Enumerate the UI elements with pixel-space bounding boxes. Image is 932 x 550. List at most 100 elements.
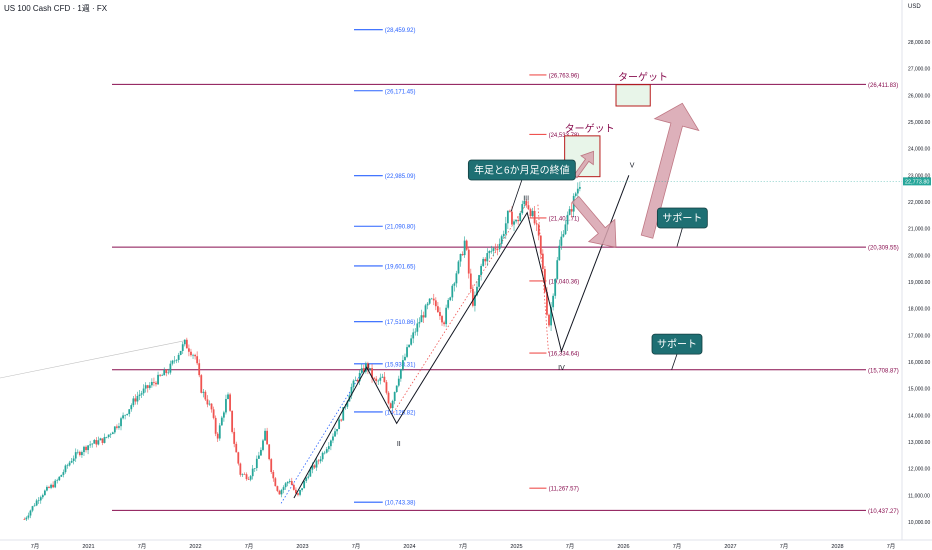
candle-body xyxy=(109,434,112,435)
candle-body xyxy=(506,210,509,224)
candle-body xyxy=(416,323,419,332)
candle-body xyxy=(558,245,561,261)
candle-body xyxy=(161,375,164,376)
candle-body xyxy=(192,354,194,356)
candle-body xyxy=(455,273,458,284)
candle-body xyxy=(35,500,38,506)
candle-body xyxy=(214,417,217,434)
candle-body xyxy=(383,376,386,383)
candle-body xyxy=(436,306,439,313)
candle-body xyxy=(560,236,563,246)
candle-body xyxy=(543,269,546,292)
candle-body xyxy=(391,401,394,409)
candle-body xyxy=(91,443,94,445)
candle-body xyxy=(321,452,324,460)
last-price-tag xyxy=(903,177,931,186)
candle-body xyxy=(465,240,468,250)
candle-body xyxy=(173,360,176,362)
candle-body xyxy=(364,363,367,372)
candle-body xyxy=(171,360,174,364)
time-tick-label: 2028 xyxy=(831,544,843,550)
candle-body xyxy=(29,510,32,516)
candle-body xyxy=(103,437,106,443)
price-tick-label: 25,000.00 xyxy=(908,120,930,126)
candle-body xyxy=(249,476,252,480)
candle-body xyxy=(140,393,143,395)
candle-body xyxy=(482,258,485,266)
candle-body xyxy=(313,465,316,468)
candle-body xyxy=(295,489,297,494)
candle-body xyxy=(338,419,341,430)
time-axis: 7月 2021 7月 2022 7月 2023 7月 2024 7月 2025 7月 2026 7月 20… xyxy=(0,539,932,550)
time-tick-label: 2023 xyxy=(296,544,308,550)
forecast-arrow-down xyxy=(571,195,617,248)
candle-body xyxy=(329,440,332,447)
time-tick-label: 2026 xyxy=(617,544,629,550)
candle-body xyxy=(183,339,186,345)
candle-body xyxy=(247,479,250,480)
price-tick-label: 11,000.00 xyxy=(908,493,930,499)
candle-body xyxy=(445,307,448,325)
time-tick-label: 2021 xyxy=(82,544,94,550)
candle-body xyxy=(167,372,170,374)
candle-body xyxy=(428,298,431,304)
candle-body xyxy=(362,368,365,372)
candle-body xyxy=(552,295,555,308)
candle-body xyxy=(377,380,380,382)
candle-body xyxy=(311,465,314,470)
candle-body xyxy=(130,405,133,410)
price-tick-label: 18,000.00 xyxy=(908,307,930,313)
last-price-label: 22,773.80 xyxy=(905,179,929,185)
candle-body xyxy=(509,210,511,212)
candle-body xyxy=(70,460,73,463)
price-tick-label: 14,000.00 xyxy=(908,413,930,419)
candle-body xyxy=(546,291,548,315)
candle-body xyxy=(521,204,524,214)
fib-level-label: (14,126.82) xyxy=(385,410,416,416)
candle-body xyxy=(179,350,182,355)
candle-body xyxy=(37,500,40,502)
candle-body xyxy=(478,275,480,287)
candle-body xyxy=(539,235,542,254)
time-tick-label: 2024 xyxy=(403,544,415,550)
candle-body xyxy=(101,438,104,443)
time-tick-label: 2027 xyxy=(724,544,736,550)
target-label: ターゲット xyxy=(565,123,615,135)
projection-level-label: (26,763.96) xyxy=(549,73,580,79)
projection-level-label: (21,401.71) xyxy=(549,216,580,222)
candle-body xyxy=(373,377,376,379)
candle-body xyxy=(89,444,92,446)
price-tick-label: 28,000.00 xyxy=(908,40,930,46)
candle-body xyxy=(54,480,57,488)
candle-body xyxy=(278,490,281,495)
candle-body xyxy=(519,213,522,222)
candle-body xyxy=(319,459,322,462)
candle-body xyxy=(218,425,221,439)
candle-body xyxy=(504,223,507,234)
candle-body xyxy=(523,200,526,205)
candle-body xyxy=(315,460,318,468)
candle-body xyxy=(111,432,114,435)
candle-body xyxy=(138,394,141,396)
dotted-projection-trend xyxy=(393,201,528,413)
candle-body xyxy=(262,440,264,450)
candle-body xyxy=(502,233,505,237)
candle-body xyxy=(198,363,201,376)
candle-body xyxy=(389,403,392,409)
candle-body xyxy=(527,205,530,210)
candle-body xyxy=(237,452,240,464)
candle-body xyxy=(233,431,236,444)
candle-body xyxy=(432,298,435,301)
candle-body xyxy=(68,462,71,466)
candle-body xyxy=(78,451,81,456)
candle-body xyxy=(360,368,363,373)
projection-level-label: (11,267.57) xyxy=(549,487,579,493)
time-tick-label: 2025 xyxy=(510,544,522,550)
candle-body xyxy=(155,382,157,385)
candle-body xyxy=(453,283,456,286)
candle-body xyxy=(467,249,470,274)
price-tick-label: 22,000.00 xyxy=(908,200,930,206)
candle-body xyxy=(393,391,396,402)
candle-body xyxy=(46,486,48,491)
